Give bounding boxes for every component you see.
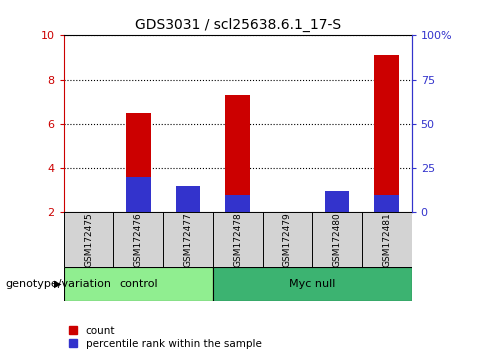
Text: GSM172481: GSM172481 bbox=[382, 212, 391, 267]
Legend: count, percentile rank within the sample: count, percentile rank within the sample bbox=[69, 326, 262, 349]
Bar bbox=[374, 55, 399, 212]
Text: GSM172480: GSM172480 bbox=[333, 212, 342, 267]
Text: genotype/variation: genotype/variation bbox=[5, 279, 111, 289]
Text: GSM172475: GSM172475 bbox=[84, 212, 93, 267]
Text: GSM172476: GSM172476 bbox=[134, 212, 143, 267]
Text: ▶: ▶ bbox=[54, 279, 61, 289]
FancyBboxPatch shape bbox=[213, 267, 412, 301]
Bar bbox=[175, 199, 200, 212]
Title: GDS3031 / scl25638.6.1_17-S: GDS3031 / scl25638.6.1_17-S bbox=[135, 17, 341, 32]
Bar bbox=[175, 186, 200, 212]
Bar bbox=[126, 113, 151, 212]
Text: GSM172477: GSM172477 bbox=[183, 212, 193, 267]
Text: GSM172478: GSM172478 bbox=[233, 212, 242, 267]
Bar bbox=[225, 195, 250, 212]
Text: Myc null: Myc null bbox=[289, 279, 335, 289]
Bar bbox=[225, 95, 250, 212]
Text: control: control bbox=[119, 279, 158, 289]
Bar bbox=[374, 195, 399, 212]
Bar bbox=[126, 177, 151, 212]
Bar bbox=[324, 191, 349, 212]
Text: GSM172479: GSM172479 bbox=[283, 212, 292, 267]
FancyBboxPatch shape bbox=[64, 267, 213, 301]
Bar bbox=[324, 210, 349, 212]
